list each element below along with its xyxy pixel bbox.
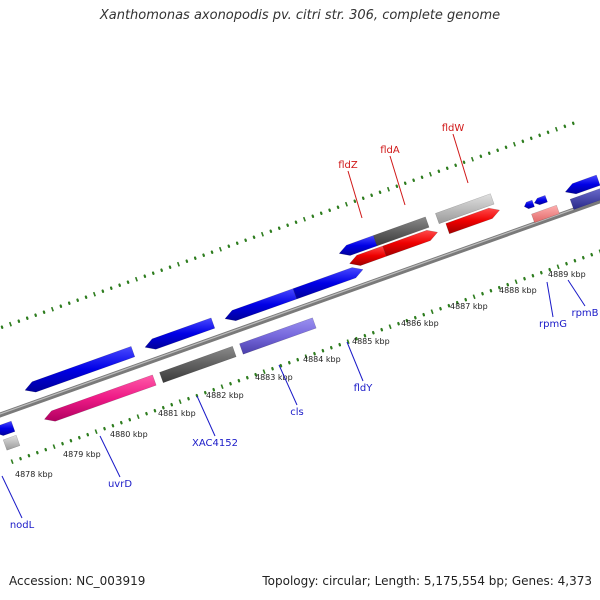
scale-tick-label: 4883 kbp <box>255 373 293 382</box>
scale-tick-label: 4887 kbp <box>450 302 488 311</box>
gene-XAC4152-lower[interactable] <box>159 345 237 384</box>
major-tick <box>514 279 518 285</box>
upper-tick-row <box>0 121 575 329</box>
label-leader-line <box>389 155 406 206</box>
label-leader-line <box>452 133 469 184</box>
genome-summary-text: Topology: circular; Length: 5,175,554 bp… <box>262 574 592 588</box>
major-tick <box>554 126 558 132</box>
label-leader-line <box>346 341 364 382</box>
major-tick <box>136 414 140 420</box>
gene-right-edge-block[interactable] <box>564 174 600 195</box>
scale-tick-label: 4889 kbp <box>548 270 586 279</box>
major-tick <box>472 294 476 300</box>
gene-name-label[interactable]: XAC4152 <box>192 438 238 449</box>
gene-nodL-lower[interactable] <box>2 434 21 451</box>
backbone-highlight <box>0 199 600 415</box>
major-tick <box>260 231 264 237</box>
gene-fldZ-block[interactable] <box>338 235 378 256</box>
gene-uvrD-lower[interactable] <box>43 374 157 422</box>
gene-name-label[interactable]: nodL <box>10 520 35 531</box>
major-tick <box>92 291 96 297</box>
gene-fldA-block[interactable] <box>373 216 430 247</box>
major-tick <box>176 261 180 267</box>
gene-features <box>0 174 600 451</box>
gene-XAC4152-block[interactable] <box>144 317 216 350</box>
major-tick <box>52 444 56 450</box>
major-tick <box>94 429 98 435</box>
label-leader-line <box>278 364 298 406</box>
genome-backbone <box>0 198 600 418</box>
scale-tick-label: 4878 kbp <box>15 470 53 479</box>
major-tick <box>304 354 308 360</box>
gene-rpmG-forward[interactable] <box>531 204 560 223</box>
scale-tick-label: 4885 kbp <box>352 337 390 346</box>
major-tick <box>302 216 306 222</box>
major-tick <box>8 321 12 327</box>
major-tick <box>386 186 390 192</box>
scale-tick-label: 4879 kbp <box>63 450 101 459</box>
scale-tick-label: 4884 kbp <box>303 355 341 364</box>
major-tick <box>134 276 138 282</box>
gene-labels: 4878 kbp 4879 kbp 4880 kbp 4881 kbp 4882 kbp… <box>1 123 599 531</box>
accession-text: Accession: NC_003919 <box>9 574 146 588</box>
scale-tick-label: 4882 kbp <box>206 391 244 400</box>
label-leader-line <box>99 435 121 478</box>
gene-uvrD-block[interactable] <box>24 346 136 393</box>
major-tick <box>430 309 434 315</box>
backbone-line <box>0 198 600 418</box>
gene-nodL-block[interactable] <box>0 420 16 436</box>
major-tick <box>262 369 266 375</box>
scale-tick-label: 4886 kbp <box>401 319 439 328</box>
major-tick <box>344 201 348 207</box>
gene-name-label[interactable]: fldY <box>354 383 374 394</box>
label-leader-line <box>347 170 363 219</box>
gene-name-label[interactable]: fldZ <box>338 160 358 171</box>
gene-name-label[interactable]: fldW <box>442 123 465 134</box>
gene-fldZ-forward[interactable] <box>349 245 387 266</box>
gene-fldW-forward[interactable] <box>445 207 501 235</box>
major-tick <box>50 306 54 312</box>
label-leader-line <box>567 279 586 307</box>
gene-fldY-block[interactable] <box>292 267 364 300</box>
gene-name-label[interactable]: rpmB <box>571 308 598 319</box>
gene-right-edge-forward[interactable] <box>569 188 600 210</box>
major-tick <box>220 384 224 390</box>
gene-name-label[interactable]: rpmG <box>539 319 567 330</box>
label-leader-line <box>546 281 554 318</box>
major-tick <box>10 459 14 465</box>
scale-tick-label: 4881 kbp <box>158 409 196 418</box>
scale-tick-label: 4888 kbp <box>499 286 537 295</box>
major-tick <box>178 399 182 405</box>
major-tick <box>388 324 392 330</box>
map-title: Xanthomonas axonopodis pv. citri str. 30… <box>99 8 501 23</box>
gene-name-label[interactable]: cls <box>290 407 304 418</box>
gene-name-label[interactable]: fldA <box>380 145 400 156</box>
major-tick <box>428 171 432 177</box>
gene-fldW-block[interactable] <box>435 193 495 225</box>
gene-rpmG-block[interactable] <box>523 199 535 210</box>
major-tick <box>346 339 350 345</box>
major-tick <box>218 246 222 252</box>
label-leader-line <box>196 395 216 437</box>
gene-rpmB-block[interactable] <box>533 195 548 206</box>
major-tick <box>470 156 474 162</box>
label-leader-line <box>1 475 23 519</box>
gene-cls-block[interactable] <box>224 288 298 321</box>
major-tick <box>556 264 560 270</box>
major-tick <box>512 141 516 147</box>
gene-fldA-forward[interactable] <box>382 230 439 257</box>
scale-tick-label: 4880 kbp <box>110 430 148 439</box>
gene-name-label[interactable]: uvrD <box>108 479 132 490</box>
gene-cls-lower[interactable] <box>239 317 317 355</box>
